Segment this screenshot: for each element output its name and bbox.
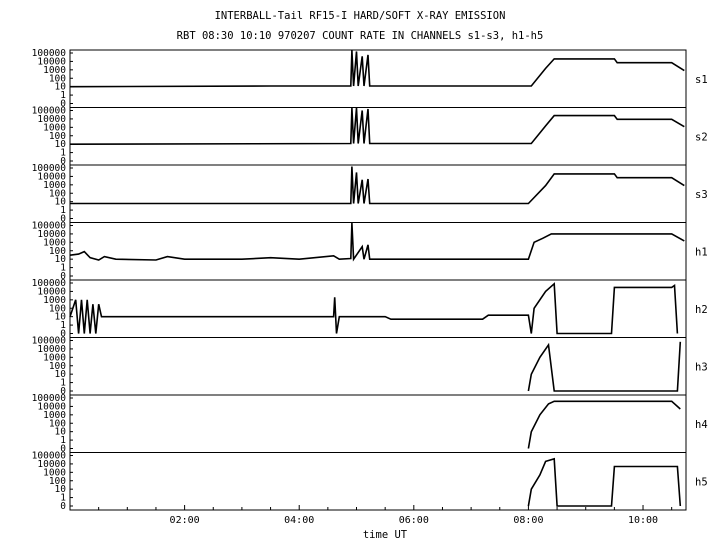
y-tick-label: 1	[60, 148, 66, 159]
y-tick-label: 100	[49, 246, 66, 257]
panel-label-s2: s2	[695, 131, 708, 143]
y-tick-label: 100000	[32, 451, 67, 462]
y-tick-label: 100000	[32, 163, 67, 174]
y-tick-label: 0	[60, 271, 66, 282]
y-tick-label: 0	[60, 99, 66, 110]
series-line-s1	[69, 50, 685, 88]
x-tick-label: 10:00	[628, 515, 658, 526]
y-tick-label: 1000	[43, 295, 66, 306]
y-tick-label: 10000	[37, 56, 66, 67]
x-tick-label: 06:00	[399, 515, 429, 526]
panel-stack: 1000001000010001001010s11000001000010001…	[32, 48, 708, 512]
y-tick-label: 10	[55, 484, 67, 495]
y-tick-label: 1000	[43, 467, 66, 478]
y-tick-label: 100	[49, 73, 66, 84]
series-line-s3	[70, 166, 685, 205]
y-tick-label: 0	[60, 501, 66, 512]
series-line-h3	[527, 341, 682, 392]
y-tick-label: 10	[55, 427, 67, 438]
panel-label-s1: s1	[695, 74, 708, 86]
y-tick-label: 1000	[43, 180, 66, 191]
y-tick-label: 100	[49, 131, 66, 142]
x-tick-label: 04:00	[284, 515, 314, 526]
y-tick-label: 1	[60, 378, 66, 389]
y-tick-label: 0	[60, 444, 66, 455]
chart-title: INTERBALL-Tail RF15-I HARD/SOFT X-RAY EM…	[215, 10, 506, 22]
panel-frame-h3	[69, 337, 687, 396]
panel-label-s3: s3	[695, 189, 708, 201]
y-tick-label: 100000	[32, 48, 67, 59]
panel-label-h2: h2	[695, 304, 708, 316]
y-tick-label: 100	[49, 361, 66, 372]
y-tick-label: 10000	[37, 401, 66, 412]
y-tick-label: 100	[49, 188, 66, 199]
y-tick-label: 10	[55, 254, 67, 265]
y-tick-label: 0	[60, 156, 66, 167]
x-tick-label: 08:00	[513, 515, 543, 526]
y-tick-label: 1	[60, 435, 66, 446]
series-line-h2	[69, 282, 679, 335]
panel-label-h5: h5	[695, 476, 708, 488]
panel-frame-h2	[69, 279, 687, 338]
y-tick-label: 1	[60, 205, 66, 216]
series-line-h1	[69, 222, 685, 262]
y-tick-label: 10000	[37, 459, 66, 470]
y-tick-label: 100	[49, 303, 66, 314]
panel-label-h4: h4	[695, 419, 708, 431]
y-tick-label: 1000	[43, 237, 66, 248]
y-tick-label: 10	[55, 197, 67, 208]
y-tick-label: 1	[60, 320, 66, 331]
y-tick-label: 10000	[37, 114, 66, 125]
series-line-s2	[69, 107, 685, 145]
y-tick-label: 10000	[37, 171, 66, 182]
y-tick-label: 1000	[43, 410, 66, 421]
y-tick-label: 10000	[37, 229, 66, 240]
y-tick-label: 100000	[32, 221, 67, 232]
x-tick-label: 02:00	[170, 515, 200, 526]
y-tick-label: 10000	[37, 344, 66, 355]
y-tick-label: 0	[60, 329, 66, 340]
x-axis: 02:00 04:00 06:00 08:00 10:00	[98, 505, 673, 526]
y-tick-label: 1000	[43, 352, 66, 363]
y-tick-label: 100	[49, 476, 66, 487]
y-tick-label: 100000	[32, 393, 67, 404]
y-tick-label: 10000	[37, 286, 66, 297]
panel-frame-h1	[69, 222, 687, 281]
y-tick-label: 10	[55, 82, 67, 93]
y-tick-label: 10	[55, 312, 67, 323]
y-tick-label: 10	[55, 369, 67, 380]
y-tick-label: 100000	[32, 336, 67, 347]
panel-label-h1: h1	[695, 246, 708, 258]
y-tick-label: 100000	[32, 278, 67, 289]
y-tick-label: 1000	[43, 65, 66, 76]
y-tick-label: 0	[60, 214, 66, 225]
panel-label-h3: h3	[695, 361, 708, 373]
y-tick-label: 100	[49, 418, 66, 429]
series-line-h4	[527, 400, 681, 449]
y-tick-label: 1	[60, 90, 66, 101]
y-tick-label: 10	[55, 139, 67, 150]
y-tick-label: 1	[60, 493, 66, 504]
series-line-h5	[527, 457, 682, 507]
chart-subtitle: RBT 08:30 10:10 970207 COUNT RATE IN CHA…	[177, 30, 544, 42]
y-tick-label: 100000	[32, 106, 67, 117]
y-tick-label: 1	[60, 263, 66, 274]
y-tick-label: 0	[60, 386, 66, 397]
y-tick-label: 1000	[43, 122, 66, 133]
panel-frame-h4	[69, 394, 687, 453]
x-axis-label: time UT	[363, 529, 408, 541]
panel-frame-h5	[69, 452, 687, 511]
